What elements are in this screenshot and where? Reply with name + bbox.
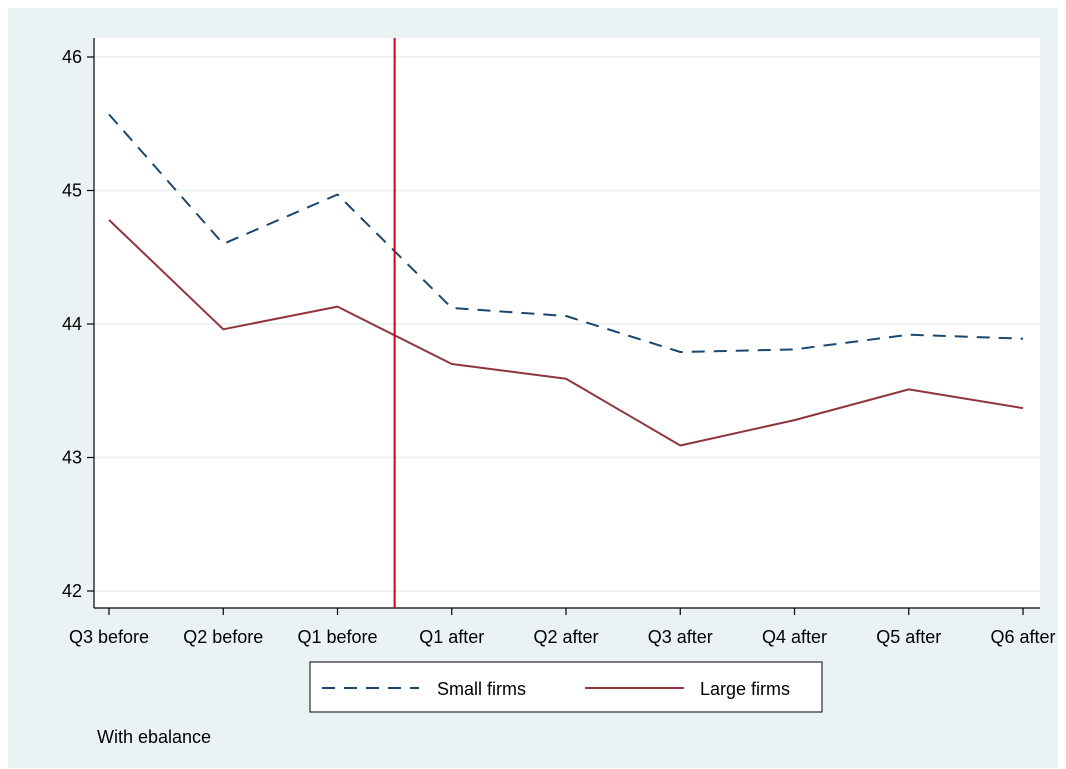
y-axis-ticks: 42 43 44 45 46 (62, 47, 94, 601)
x-tick-label: Q3 before (69, 627, 149, 647)
legend-label-small-firms: Small firms (437, 679, 526, 699)
x-tick-label: Q2 after (533, 627, 598, 647)
x-tick-label: Q6 after (990, 627, 1055, 647)
x-axis-ticks: Q3 before Q2 before Q1 before Q1 after Q2 af… (69, 608, 1056, 647)
chart-note: With ebalance (97, 727, 211, 747)
legend: Small firms Large firms (309, 661, 823, 713)
x-tick-label: Q1 before (297, 627, 377, 647)
x-tick-label: Q4 after (762, 627, 827, 647)
axes (93, 38, 1040, 609)
series-line-large-firms (108, 219, 1024, 447)
y-tick-label: 42 (62, 581, 82, 601)
x-tick-label: Q2 before (183, 627, 263, 647)
x-tick-label: Q5 after (876, 627, 941, 647)
y-tick-label: 44 (62, 314, 82, 334)
data-series (108, 113, 1024, 447)
gridlines (94, 56, 1040, 592)
y-tick-label: 46 (62, 47, 82, 67)
series-line-small-firms (108, 113, 1024, 353)
legend-label-large-firms: Large firms (700, 679, 790, 699)
x-tick-label: Q3 after (648, 627, 713, 647)
y-tick-label: 45 (62, 181, 82, 201)
y-tick-label: 43 (62, 448, 82, 468)
x-tick-label: Q1 after (419, 627, 484, 647)
